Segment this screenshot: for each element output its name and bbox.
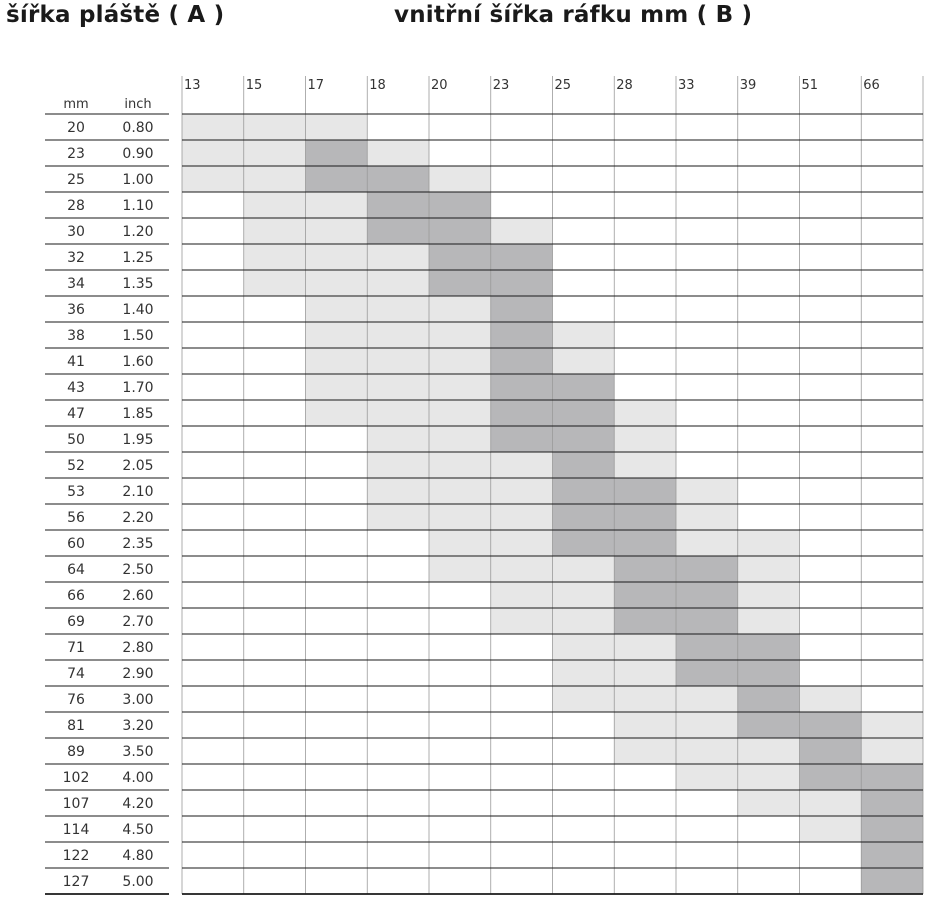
tire-width-mm-label: 102 [63, 770, 90, 786]
tire-width-mm-label: 38 [67, 328, 85, 344]
tire-width-mm-label: 36 [67, 302, 85, 318]
rim-width-header: 33 [678, 78, 695, 93]
rim-width-header: 15 [246, 78, 263, 93]
tire-width-mm-label: 76 [67, 692, 85, 708]
tire-width-inch-label: 3.50 [122, 744, 153, 760]
tire-width-inch-label: 1.40 [122, 302, 153, 318]
tire-width-mm-label: 43 [67, 380, 85, 396]
recommended-range-cell [861, 790, 923, 816]
tire-width-inch-label: 1.00 [122, 172, 153, 188]
rim-width-header: 28 [616, 78, 633, 93]
tire-width-inch-label: 1.70 [122, 380, 153, 396]
tire-width-mm-label: 69 [67, 614, 85, 630]
tire-width-mm-label: 20 [67, 120, 85, 136]
tire-width-mm-label: 34 [67, 276, 85, 292]
tire-width-inch-label: 2.10 [122, 484, 153, 500]
tire-width-inch-label: 1.25 [122, 250, 153, 266]
recommended-range-cell [799, 738, 862, 764]
rim-width-header: 25 [555, 78, 572, 93]
tire-width-mm-label: 47 [67, 406, 85, 422]
compatible-range-cell [552, 686, 862, 712]
tire-width-mm-label: 60 [67, 536, 85, 552]
rim-width-header: 17 [308, 78, 325, 93]
tire-width-mm-label: 28 [67, 198, 85, 214]
tire-width-inch-label: 0.90 [122, 146, 153, 162]
tire-width-inch-label: 4.20 [122, 796, 153, 812]
compatible-range-cell [305, 322, 615, 348]
rim-width-header: 23 [493, 78, 510, 93]
recommended-range-cell [737, 686, 800, 712]
tire-width-inch-label: 1.20 [122, 224, 153, 240]
tire-width-inch-label: 1.50 [122, 328, 153, 344]
tire-width-inch-label: 4.50 [122, 822, 153, 838]
compatible-range-cell [305, 348, 615, 374]
rim-width-title: vnitřní šířka ráfku mm ( B ) [394, 2, 753, 28]
compatible-range-cell [614, 738, 923, 764]
tire-width-inch-label: 2.90 [122, 666, 153, 682]
rim-width-header: 39 [740, 78, 757, 93]
tire-width-mm-label: 52 [67, 458, 85, 474]
tire-width-mm-label: 66 [67, 588, 85, 604]
tire-width-inch-label: 0.80 [122, 120, 153, 136]
tire-width-mm-label: 81 [67, 718, 85, 734]
tire-width-inch-label: 2.35 [122, 536, 153, 552]
tire-width-mm-label: 71 [67, 640, 85, 656]
recommended-range-cell [861, 868, 923, 894]
rim-width-header: 18 [369, 78, 386, 93]
inch-column-header: inch [124, 97, 151, 112]
tire-width-mm-label: 64 [67, 562, 85, 578]
tire-width-inch-label: 4.00 [122, 770, 153, 786]
tire-width-inch-label: 1.60 [122, 354, 153, 370]
tire-width-inch-label: 5.00 [122, 874, 153, 890]
tire-width-mm-label: 107 [63, 796, 90, 812]
rim-width-header: 13 [184, 78, 201, 93]
rim-width-header: 20 [431, 78, 448, 93]
recommended-range-cell [490, 322, 553, 348]
tire-width-inch-label: 4.80 [122, 848, 153, 864]
tire-width-mm-label: 30 [67, 224, 85, 240]
recommended-range-cell [861, 816, 923, 842]
tire-width-inch-label: 1.10 [122, 198, 153, 214]
tire-width-mm-label: 53 [67, 484, 85, 500]
tire-width-inch-label: 3.20 [122, 718, 153, 734]
tire-width-inch-label: 3.00 [122, 692, 153, 708]
tire-width-inch-label: 2.05 [122, 458, 153, 474]
tire-width-inch-label: 1.95 [122, 432, 153, 448]
recommended-range-cell [552, 452, 615, 478]
tire-width-title: šířka pláště ( A ) [6, 2, 225, 28]
tire-width-mm-label: 89 [67, 744, 85, 760]
tire-width-inch-label: 2.80 [122, 640, 153, 656]
tire-width-inch-label: 2.60 [122, 588, 153, 604]
compatible-range-cell [367, 452, 676, 478]
recommended-range-cell [490, 296, 553, 322]
rim-width-header: 51 [802, 78, 819, 93]
mm-column-header: mm [63, 97, 88, 112]
tire-width-mm-label: 114 [63, 822, 90, 838]
tire-width-mm-label: 127 [63, 874, 90, 890]
tire-width-mm-label: 74 [67, 666, 85, 682]
recommended-range-cell [861, 842, 923, 868]
tire-width-inch-label: 2.70 [122, 614, 153, 630]
tire-width-inch-label: 2.50 [122, 562, 153, 578]
recommended-range-cell [490, 348, 553, 374]
tire-width-inch-label: 1.35 [122, 276, 153, 292]
recommended-range-cell [305, 140, 368, 166]
compatible-range-cell [182, 114, 368, 140]
tire-width-mm-label: 32 [67, 250, 85, 266]
tire-width-mm-label: 122 [63, 848, 90, 864]
tire-width-mm-label: 50 [67, 432, 85, 448]
tire-width-mm-label: 41 [67, 354, 85, 370]
rim-width-header: 66 [863, 78, 880, 93]
tire-width-mm-label: 56 [67, 510, 85, 526]
tire-width-mm-label: 23 [67, 146, 85, 162]
tire-width-mm-label: 25 [67, 172, 85, 188]
tire-width-inch-label: 2.20 [122, 510, 153, 526]
tire-width-inch-label: 1.85 [122, 406, 153, 422]
